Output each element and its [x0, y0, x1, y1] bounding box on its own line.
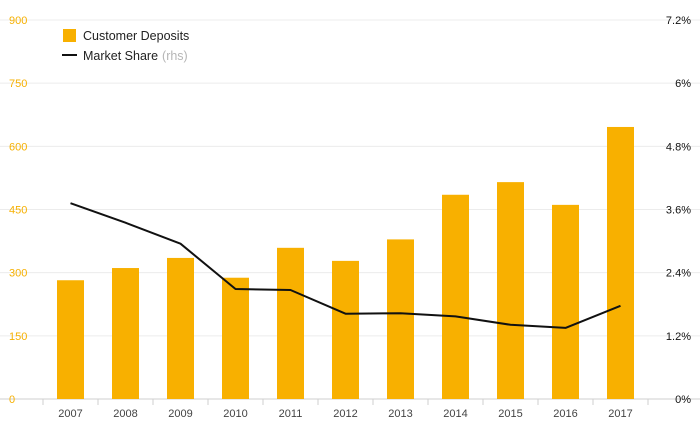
legend-swatch-customer-deposits	[63, 29, 76, 42]
x-tick-label-2007: 2007	[58, 408, 82, 420]
x-tick-label-2013: 2013	[388, 408, 412, 420]
left-tick-label-1: 150	[9, 331, 27, 343]
right-tick-label-0: 0%	[675, 394, 691, 406]
bar-series-customer-deposits	[57, 126, 634, 399]
bar-2015	[497, 182, 524, 399]
x-tick-label-2011: 2011	[279, 408, 303, 420]
x-tick-label-2017: 2017	[608, 408, 632, 420]
legend-label-market-share-suffix: (rhs)	[162, 49, 188, 63]
left-tick-label-5: 750	[9, 78, 27, 90]
bar-2010	[222, 277, 249, 399]
x-axis: 2007 2008 2009 2010 2011 2012 2013 2014 2015 2016…	[42, 399, 649, 420]
legend-label-market-share: Market Share (rhs)	[83, 49, 188, 63]
line-market-share	[70, 202, 621, 329]
right-tick-label-1: 1.2%	[666, 331, 691, 343]
bar-2016	[552, 204, 579, 399]
bar-2011	[277, 247, 304, 399]
left-tick-label-4: 600	[9, 141, 27, 153]
x-tick-label-2008: 2008	[113, 408, 137, 420]
right-axis-ticks: 0% 1.2% 2.4% 3.6% 4.8% 6% 7.2%	[666, 15, 691, 406]
left-axis-ticks: 0 150 300 450 600 750 900	[9, 15, 27, 406]
x-tick-label-2012: 2012	[333, 408, 357, 420]
left-tick-label-3: 450	[9, 205, 27, 217]
legend-label-market-share-name: Market Share	[83, 49, 158, 63]
right-tick-label-4: 4.8%	[666, 141, 691, 153]
right-tick-label-6: 7.2%	[666, 15, 691, 27]
left-tick-label-2: 300	[9, 268, 27, 280]
line-series-market-share	[70, 202, 621, 329]
x-tick-label-2014: 2014	[443, 408, 467, 420]
bar-2008	[112, 268, 139, 399]
x-tick-label-2015: 2015	[498, 408, 522, 420]
legend-label-customer-deposits: Customer Deposits	[83, 29, 189, 43]
bar-2014	[442, 194, 469, 399]
x-tick-label-2009: 2009	[168, 408, 192, 420]
x-tick-label-2016: 2016	[553, 408, 577, 420]
bar-2013	[387, 239, 414, 399]
right-tick-label-2: 2.4%	[666, 268, 691, 280]
right-tick-label-3: 3.6%	[666, 205, 691, 217]
bar-2012	[332, 260, 359, 399]
bar-2017	[607, 126, 634, 399]
bar-2007	[57, 280, 84, 399]
left-tick-label-0: 0	[9, 394, 15, 406]
bar-2009	[167, 257, 194, 399]
legend: Customer Deposits Market Share (rhs)	[62, 29, 189, 63]
left-tick-label-6: 900	[9, 15, 27, 27]
x-tick-label-2010: 2010	[223, 408, 247, 420]
right-tick-label-5: 6%	[675, 78, 691, 90]
